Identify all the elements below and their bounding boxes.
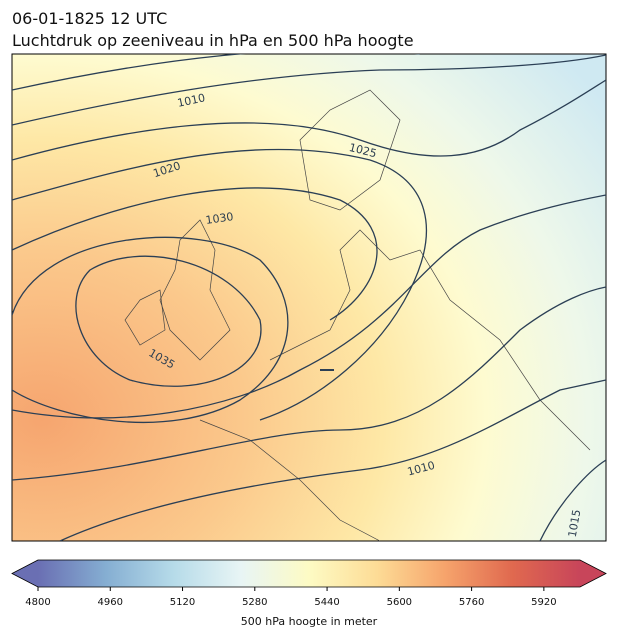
colorbar-outline (11, 559, 607, 588)
colorbar-tick-label: 4800 (25, 597, 50, 608)
colorbar-tick-label: 5600 (387, 597, 412, 608)
colorbar-tick-label: 5280 (242, 597, 267, 608)
title: 06-01-1825 12 UTC (12, 9, 167, 28)
subtitle: Luchtdruk op zeeniveau in hPa en 500 hPa… (12, 31, 414, 50)
colorbar-label: 500 hPa hoogte in meter (241, 615, 378, 628)
colorbar-tick-label: 5920 (531, 597, 556, 608)
contour-label: 1030 (205, 210, 235, 227)
colorbar-tick-label: 4960 (98, 597, 123, 608)
contour-label: 1015 (566, 508, 584, 538)
colorbar-tick-label: 5120 (170, 597, 195, 608)
colorbar-tick-label: 5440 (314, 597, 339, 608)
colorbar-tick-label: 5760 (459, 597, 484, 608)
colorbar: 4800 4960 5120 5280 5440 5600 5760 5920 (11, 559, 607, 608)
colorbar-extend-high (580, 560, 606, 587)
map: 1010 1020 1025 1030 1035 1010 1015 (11, 53, 607, 542)
contour-label: 1010 (176, 91, 206, 110)
colorbar-body (38, 560, 580, 587)
colorbar-extend-low (12, 560, 38, 587)
